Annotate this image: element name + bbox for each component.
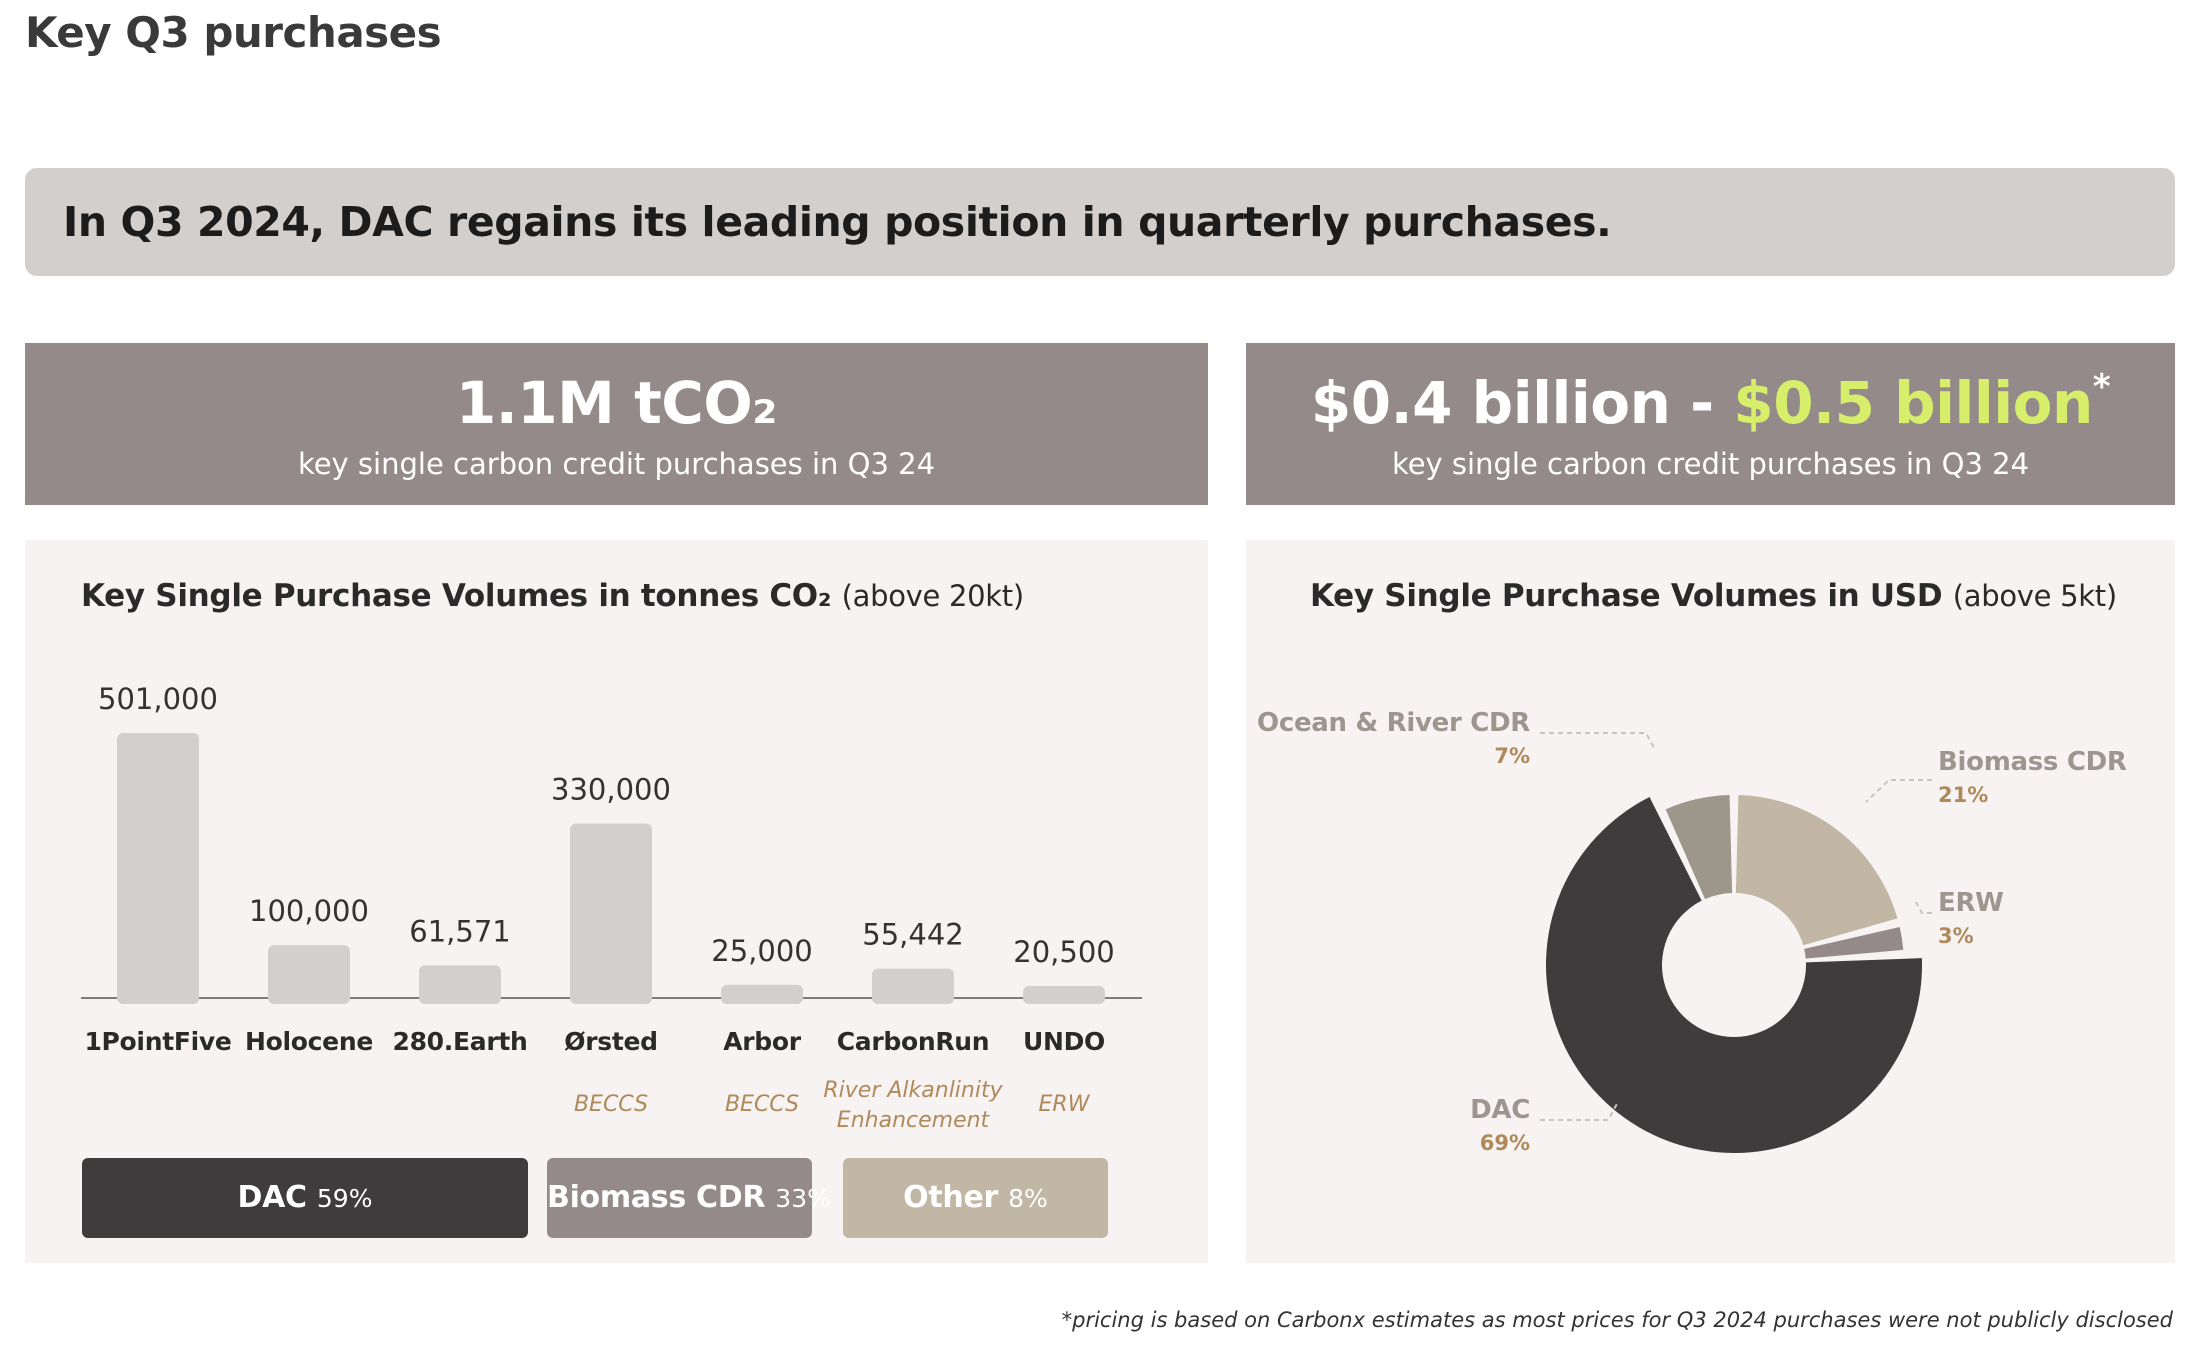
legend-biomass-cdr: Biomass CDR 33% bbox=[547, 1158, 831, 1238]
stat-box-volume: 1.1M tCO₂ key single carbon credit purch… bbox=[25, 343, 1208, 505]
bar bbox=[721, 984, 803, 1004]
headline-text: In Q3 2024, DAC regains its leading posi… bbox=[63, 198, 1612, 246]
bar-value-label: 25,000 bbox=[711, 934, 812, 968]
category-method-label: BECCS bbox=[574, 1092, 648, 1117]
stat-usd-separator: - bbox=[1670, 369, 1734, 437]
legend-other: Other 8% bbox=[843, 1158, 1108, 1238]
bar bbox=[117, 733, 199, 1004]
donut-slice-biomass-cdr bbox=[1735, 795, 1898, 946]
stat-usd-high: $0.5 billion bbox=[1733, 369, 2093, 437]
slice-name-label: ERW bbox=[1938, 888, 2004, 918]
bar bbox=[1023, 986, 1105, 1004]
bar-value-label: 55,442 bbox=[862, 918, 963, 952]
legend-pct: 33% bbox=[775, 1184, 831, 1213]
footnote: *pricing is based on Carbonx estimates a… bbox=[1061, 1308, 2173, 1332]
legend-pct: 8% bbox=[1008, 1184, 1048, 1213]
legend-pct: 59% bbox=[316, 1184, 373, 1213]
donut-chart-panel: Key Single Purchase Volumes in USD (abov… bbox=[1246, 540, 2175, 1263]
donut-slice-dac bbox=[1545, 797, 1922, 1153]
stat-box-usd: $0.4 billion - $0.5 billion* key single … bbox=[1246, 343, 2175, 505]
bar bbox=[872, 968, 954, 1004]
bar-chart: 501,000 1PointFive 100,000 Holocene 61,571 28… bbox=[81, 682, 1142, 1133]
bar-chart-title-main: Key Single Purchase Volumes in tonnes CO… bbox=[81, 578, 832, 614]
category-label: Arbor bbox=[723, 1027, 802, 1056]
stat-volume-value: 1.1M tCO₂ bbox=[455, 369, 778, 437]
stat-volume-label: key single carbon credit purchases in Q3… bbox=[297, 447, 936, 481]
slice-name-label: Ocean & River CDR bbox=[1257, 708, 1530, 738]
bar-chart-title: Key Single Purchase Volumes in tonnes CO… bbox=[81, 578, 1024, 614]
bar bbox=[419, 965, 501, 1004]
category-method-label: BECCS bbox=[725, 1092, 799, 1117]
category-method-label: Enhancement bbox=[837, 1108, 991, 1133]
page-title: Key Q3 purchases bbox=[25, 8, 442, 57]
legend-name: DAC bbox=[237, 1180, 317, 1215]
stat-usd-value: $0.4 billion - $0.5 billion* bbox=[1246, 367, 2175, 437]
category-label: 280.Earth bbox=[392, 1027, 527, 1056]
headline-banner: In Q3 2024, DAC regains its leading posi… bbox=[25, 168, 2175, 276]
bar-chart-panel: Key Single Purchase Volumes in tonnes CO… bbox=[25, 540, 1208, 1263]
category-label: CarbonRun bbox=[837, 1027, 990, 1056]
legend-name: Biomass CDR bbox=[547, 1180, 776, 1215]
category-method-label: ERW bbox=[1039, 1092, 1091, 1117]
stat-usd-label: key single carbon credit purchases in Q3… bbox=[1391, 447, 2030, 481]
bar-value-label: 100,000 bbox=[249, 894, 369, 928]
legend-dac: DAC 59% bbox=[82, 1158, 528, 1238]
donut-slice-ocean-river-cdr bbox=[1665, 795, 1733, 900]
donut-chart-title-main: Key Single Purchase Volumes in USD bbox=[1310, 578, 1943, 614]
leader-line bbox=[1540, 732, 1655, 749]
donut-chart-title: Key Single Purchase Volumes in USD (abov… bbox=[1310, 578, 2117, 614]
footnote-marker: * bbox=[2092, 367, 2111, 407]
donut-chart-title-note: (above 5kt) bbox=[1952, 579, 2117, 613]
slice-pct-label: 3% bbox=[1938, 924, 1974, 948]
slice-pct-label: 21% bbox=[1938, 783, 1988, 807]
bar-value-label: 20,500 bbox=[1013, 935, 1114, 969]
stat-usd-low: $0.4 billion bbox=[1310, 369, 1671, 437]
category-method-label: River Alkanlinity bbox=[823, 1078, 1003, 1103]
slice-pct-label: 7% bbox=[1494, 744, 1530, 768]
bar-chart-title-note: (above 20kt) bbox=[841, 579, 1025, 613]
bar-value-label: 501,000 bbox=[98, 682, 218, 716]
legend-name: Other bbox=[903, 1180, 1009, 1215]
bar-value-label: 61,571 bbox=[409, 914, 510, 948]
slice-pct-label: 69% bbox=[1480, 1131, 1530, 1155]
slice-name-label: DAC bbox=[1470, 1095, 1530, 1125]
category-label: Ørsted bbox=[564, 1027, 657, 1056]
leader-line bbox=[1915, 901, 1932, 914]
leader-line bbox=[1540, 1101, 1619, 1121]
donut-slice-erw bbox=[1804, 927, 1904, 959]
category-label: UNDO bbox=[1023, 1027, 1105, 1056]
leader-line bbox=[1865, 779, 1932, 803]
category-label: Holocene bbox=[245, 1027, 373, 1056]
donut-chart: Biomass CDR 21% ERW 3% DAC 69% Ocean & River C… bbox=[1257, 708, 2127, 1155]
bar bbox=[570, 823, 652, 1004]
bar-value-label: 330,000 bbox=[551, 772, 671, 806]
bar bbox=[268, 945, 350, 1004]
category-label: 1PointFive bbox=[84, 1027, 231, 1056]
slice-name-label: Biomass CDR bbox=[1938, 747, 2127, 777]
